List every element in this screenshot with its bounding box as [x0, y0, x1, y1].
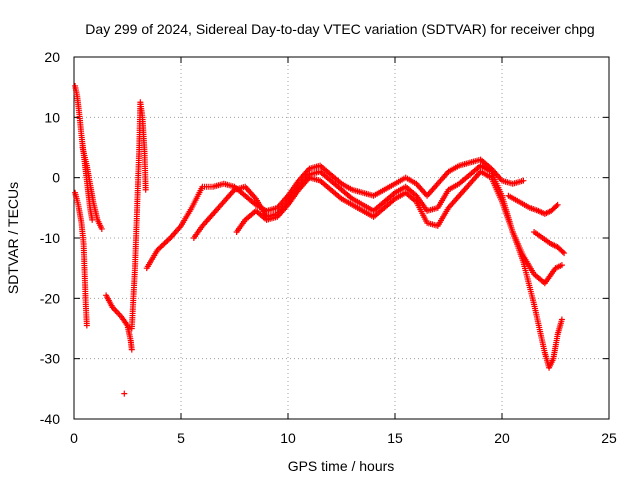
x-tick-label: 10 [280, 430, 296, 446]
grid-lines [74, 57, 609, 419]
series-track-c [79, 144, 105, 232]
y-tick-label: -40 [40, 411, 60, 427]
data-point [561, 250, 568, 257]
x-axis-label: GPS time / hours [288, 458, 395, 474]
series-track-j [531, 228, 568, 257]
data-point [554, 201, 561, 208]
data-point [98, 225, 105, 232]
x-tick-label: 20 [494, 430, 510, 446]
series-track-d [103, 292, 135, 353]
x-tick-label: 0 [70, 430, 78, 446]
data-point [558, 316, 565, 323]
y-tick-label: -10 [40, 230, 60, 246]
series-track-k [121, 390, 128, 397]
series-track-h [233, 168, 565, 287]
series-track-f [143, 156, 527, 272]
data-point [121, 390, 128, 397]
data-point [559, 248, 566, 255]
data-markers [72, 82, 568, 397]
chart-title: Day 299 of 2024, Sidereal Day-to-day VTE… [85, 21, 594, 37]
data-point [89, 216, 96, 223]
y-axis-label: SDTVAR / TECUs [5, 182, 21, 294]
data-point [142, 186, 149, 193]
data-point [520, 177, 527, 184]
x-tick-label: 15 [387, 430, 403, 446]
y-tick-label: -20 [40, 290, 60, 306]
series-track-e [128, 99, 149, 332]
y-tick-label: 0 [52, 170, 60, 186]
x-tick-label: 5 [177, 430, 185, 446]
series-track-i [505, 192, 561, 217]
y-tick-label: 10 [44, 109, 60, 125]
series-track-b [72, 189, 90, 329]
axis-ticks: 0 5 10 15 20 25 20 10 0 -10 -20 -30 -40 [40, 49, 617, 446]
y-tick-label: -30 [40, 351, 60, 367]
x-tick-label: 25 [601, 430, 617, 446]
y-tick-label: 20 [44, 49, 60, 65]
data-point [558, 262, 565, 269]
data-point [553, 203, 560, 210]
data-point [128, 346, 135, 353]
data-point [83, 322, 90, 329]
